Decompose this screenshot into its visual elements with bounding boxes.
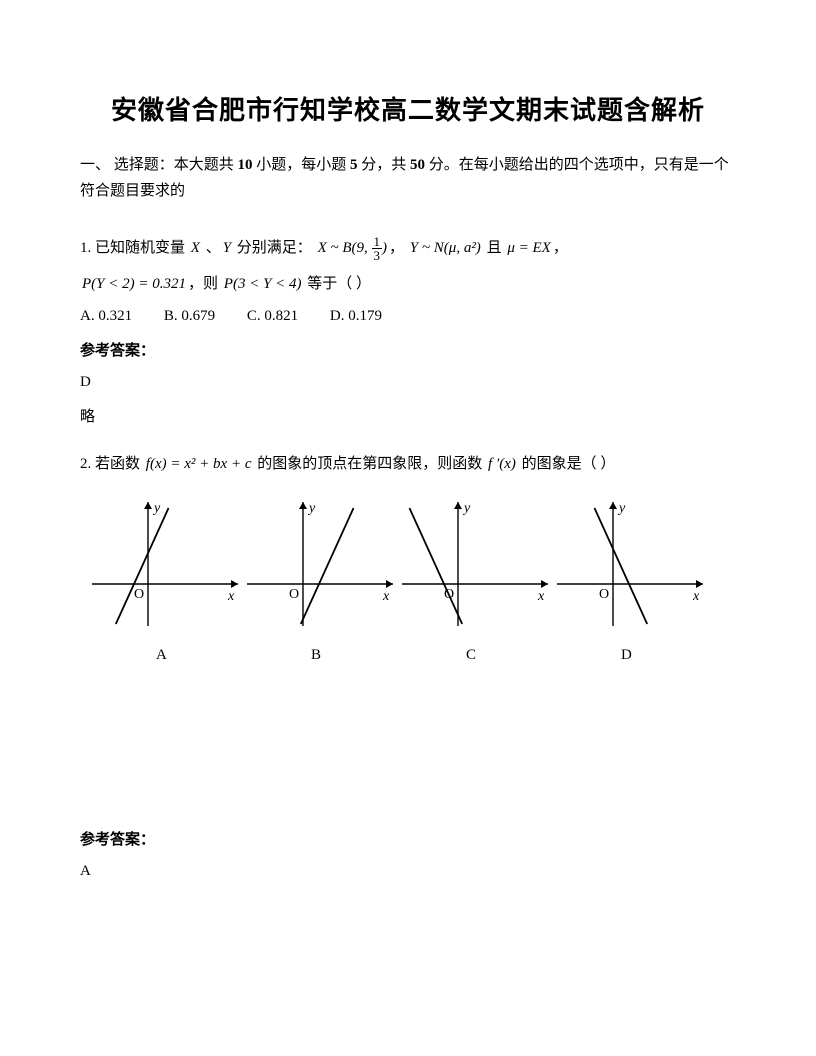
svg-text:y: y	[307, 501, 316, 516]
q1-comma2: ，	[553, 240, 568, 256]
q1-pY: P(Y < 2) = 0.321	[80, 276, 188, 292]
svg-text:y: y	[152, 501, 161, 516]
q2-fx: f(x) = x² + bx + c	[144, 456, 254, 472]
sec-mid2: 分，共	[358, 157, 411, 173]
svg-text:O: O	[134, 587, 144, 602]
graph-d-svg: y x O	[553, 494, 708, 639]
graph-c-svg: yxO	[398, 494, 553, 639]
q2-answer-label: 参考答案：	[80, 828, 736, 849]
svg-text:y: y	[617, 501, 626, 516]
q2-mid: 的图象的顶点在第四象限，则函数	[254, 456, 487, 472]
q2-graph-d: y x O D	[553, 494, 708, 664]
question-1: 1. 已知随机变量 X 、Y 分别满足： X ~ B(9, 13)， Y ~ N…	[80, 230, 736, 302]
q1-sep1: 、	[202, 240, 221, 256]
q1-option-a: A. 0.321	[80, 308, 132, 324]
page-title: 安徽省合肥市行知学校高二数学文期末试题含解析	[80, 90, 736, 127]
q1-options: A. 0.321 B. 0.679 C. 0.821 D. 0.179	[80, 308, 736, 325]
graph-c-label: C	[466, 647, 476, 664]
q1-option-d: D. 0.179	[330, 308, 382, 324]
q1-comma1: ，	[389, 240, 404, 256]
q1-mu-eq: μ = EX	[505, 240, 552, 256]
svg-text:x: x	[692, 589, 700, 604]
graph-b-svg: y x O	[243, 494, 398, 639]
q2-graph-a: y x O A	[88, 494, 243, 664]
q2-graph-b: y x O B	[243, 494, 398, 664]
q2-leadin: 2. 若函数	[80, 456, 144, 472]
q1-normal: Y ~ N(μ, a²)	[408, 240, 483, 256]
graph-d-label: D	[621, 647, 632, 664]
svg-text:y: y	[462, 501, 471, 516]
q1-leadin: 1. 已知随机变量	[80, 240, 189, 256]
question-2: 2. 若函数 f(x) = x² + bx + c 的图象的顶点在第四象限，则函…	[80, 446, 736, 482]
sec-prefix: 一、 选择题：本大题共	[80, 157, 238, 173]
q1-answer-label: 参考答案：	[80, 339, 736, 360]
svg-text:O: O	[599, 587, 609, 602]
q2-tail: 的图象是（ ）	[518, 456, 616, 472]
q1-and: 且	[483, 240, 506, 256]
q1-answer: D	[80, 374, 736, 391]
graph-a-svg: y x O	[88, 494, 243, 639]
svg-text:x: x	[537, 589, 545, 604]
q1-var-X: X	[189, 240, 202, 256]
svg-text:x: x	[227, 589, 235, 604]
sec-count-10: 10	[238, 157, 253, 173]
q1-then: ，则	[188, 276, 222, 292]
q1-var-Y: Y	[221, 240, 233, 256]
q2-fprime: f ′(x)	[486, 456, 518, 472]
q1-option-c: C. 0.821	[247, 308, 298, 324]
q1-option-b: B. 0.679	[164, 308, 215, 324]
svg-text:x: x	[382, 589, 390, 604]
spacer	[80, 664, 736, 814]
sec-mid1: 小题，每小题	[253, 157, 351, 173]
graph-a-label: A	[156, 647, 167, 664]
q1-binom: X ~ B(9, 13)	[316, 240, 389, 256]
graph-b-label: B	[311, 647, 321, 664]
sec-count-5: 5	[350, 157, 358, 173]
q2-graph-c: yxO C	[398, 494, 553, 664]
sec-count-50: 50	[410, 157, 425, 173]
q1-p34: P(3 < Y < 4)	[222, 276, 304, 292]
svg-text:O: O	[289, 587, 299, 602]
q2-graphs-row: y x O A y x O B y x O C y x O D	[88, 494, 736, 664]
q1-lue: 略	[80, 405, 736, 426]
q1-tail: 等于（ ）	[304, 276, 372, 292]
q2-answer: A	[80, 863, 736, 880]
section-heading: 一、 选择题：本大题共 10 小题，每小题 5 分，共 50 分。在每小题给出的…	[80, 153, 736, 204]
q1-after-vars: 分别满足：	[233, 240, 312, 256]
